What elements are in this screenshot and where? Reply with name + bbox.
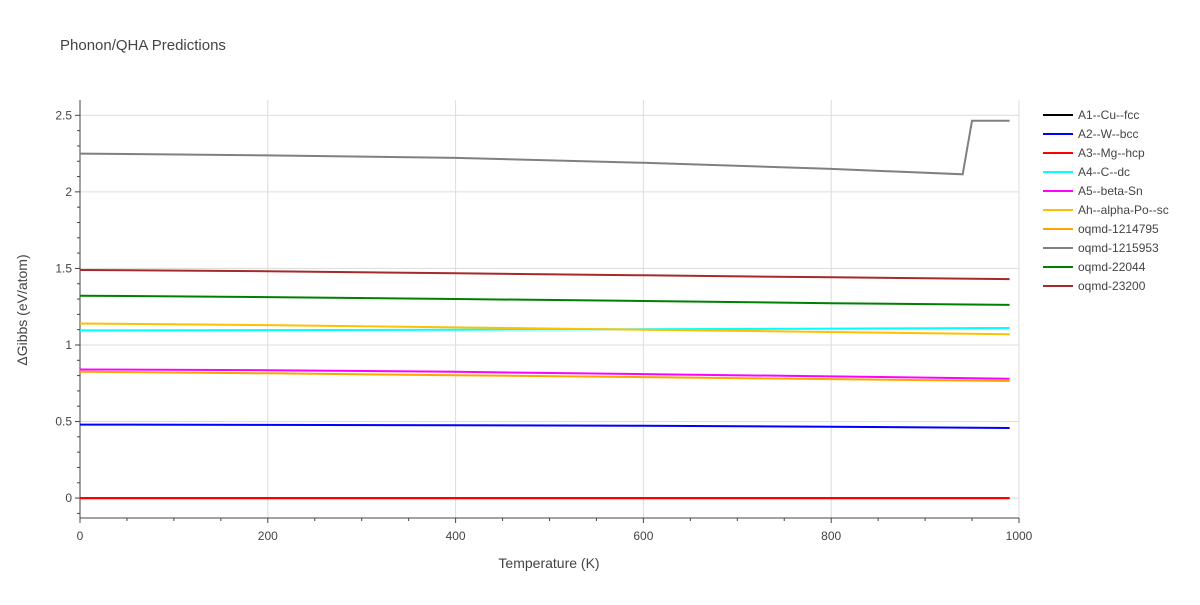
y-tick-label: 0 bbox=[65, 491, 72, 505]
legend-label: oqmd-22044 bbox=[1078, 260, 1146, 274]
grid bbox=[80, 100, 1020, 518]
legend-label: A5--beta-Sn bbox=[1078, 184, 1143, 198]
x-tick-label: 800 bbox=[821, 529, 841, 543]
y-tick-label: 0.5 bbox=[55, 415, 72, 429]
axes: 0 200 400 600 800 1000 0 0.5 1 1.5 2 2.5 bbox=[55, 100, 1033, 543]
series-group bbox=[79, 119, 1010, 500]
series-line-oqmd-1215953 bbox=[79, 119, 1010, 176]
legend-label: Ah--alpha-Po--sc bbox=[1078, 203, 1169, 217]
legend-label: A3--Mg--hcp bbox=[1078, 146, 1145, 160]
x-axis-label: Temperature (K) bbox=[498, 555, 599, 571]
y-tick-label: 2 bbox=[65, 185, 72, 199]
legend-label: A2--W--bcc bbox=[1078, 127, 1138, 141]
x-tick-label: 400 bbox=[446, 529, 466, 543]
legend-label: oqmd-1215953 bbox=[1078, 241, 1159, 255]
series-line-Ah--alpha-Po--sc bbox=[79, 322, 1010, 336]
series-line-oqmd-1214795 bbox=[79, 370, 1010, 382]
y-tick-label: 1 bbox=[65, 338, 72, 352]
series-line-A5--beta-Sn bbox=[79, 368, 1010, 380]
y-tick-label: 2.5 bbox=[55, 108, 72, 122]
series-line-oqmd-22044 bbox=[79, 294, 1010, 306]
legend-label: oqmd-23200 bbox=[1078, 279, 1146, 293]
chart-title: Phonon/QHA Predictions bbox=[60, 37, 226, 54]
legend-label: A4--C--dc bbox=[1078, 165, 1130, 179]
y-axis-label: ΔGibbs (eV/atom) bbox=[14, 254, 30, 365]
x-tick-label: 0 bbox=[77, 529, 84, 543]
legend-label: oqmd-1214795 bbox=[1078, 222, 1159, 236]
series-line-oqmd-23200 bbox=[79, 269, 1010, 281]
legend: A1--Cu--fcc A2--W--bcc A3--Mg--hcp A4--C--d… bbox=[1043, 108, 1169, 293]
x-tick-label: 600 bbox=[633, 529, 653, 543]
x-tick-label: 200 bbox=[258, 529, 278, 543]
x-tick-label: 1000 bbox=[1006, 529, 1033, 543]
y-tick-label: 1.5 bbox=[55, 261, 72, 275]
series-line-A2--W--bcc bbox=[79, 423, 1010, 429]
legend-label: A1--Cu--fcc bbox=[1078, 108, 1139, 122]
